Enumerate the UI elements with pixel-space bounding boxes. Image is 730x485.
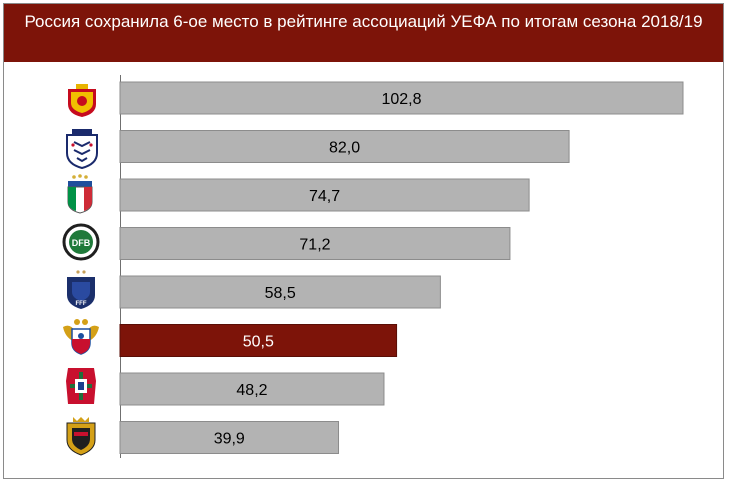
chart-title-bar: Россия сохранила 6-ое место в рейтинге а…: [4, 4, 723, 62]
germany-dfb-logo-icon: DFB: [62, 223, 100, 261]
france-fff-logo-icon: FFF: [67, 270, 95, 309]
bar-value-label: 71,2: [299, 237, 330, 254]
bar-value-label: 39,9: [214, 431, 245, 448]
bar-italy-figc: [119, 178, 530, 212]
svg-text:DFB: DFB: [72, 238, 91, 248]
bar-germany-dfb: [119, 227, 511, 260]
belgium-rbfa-logo-icon: [66, 417, 96, 456]
bar-france-fff: [119, 275, 441, 309]
chart-title: Россия сохранила 6-ое место в рейтинге а…: [24, 12, 703, 31]
bar-value-label: 50,5: [243, 334, 274, 351]
bar-value-label: 48,2: [236, 382, 267, 399]
bar-russia-rfs: [119, 324, 398, 357]
italy-figc-logo-icon: [67, 174, 93, 214]
england-fa-logo-icon: [66, 129, 98, 170]
bar-portugal-fpf: [119, 372, 385, 406]
spain-federation-logo-icon: [68, 84, 96, 117]
bar-value-label: 102,8: [381, 91, 421, 108]
bar-spain-federation: [119, 81, 684, 115]
russia-rfs-logo-icon: [63, 319, 99, 355]
bar-value-label: 58,5: [265, 285, 296, 302]
portugal-fpf-logo-icon: [66, 368, 96, 404]
bar-value-label: 82,0: [329, 140, 360, 157]
bar-england-fa: [119, 130, 570, 163]
bar-belgium-rbfa: [119, 421, 340, 454]
bar-value-label: 74,7: [309, 188, 340, 205]
svg-text:FFF: FFF: [76, 301, 87, 307]
